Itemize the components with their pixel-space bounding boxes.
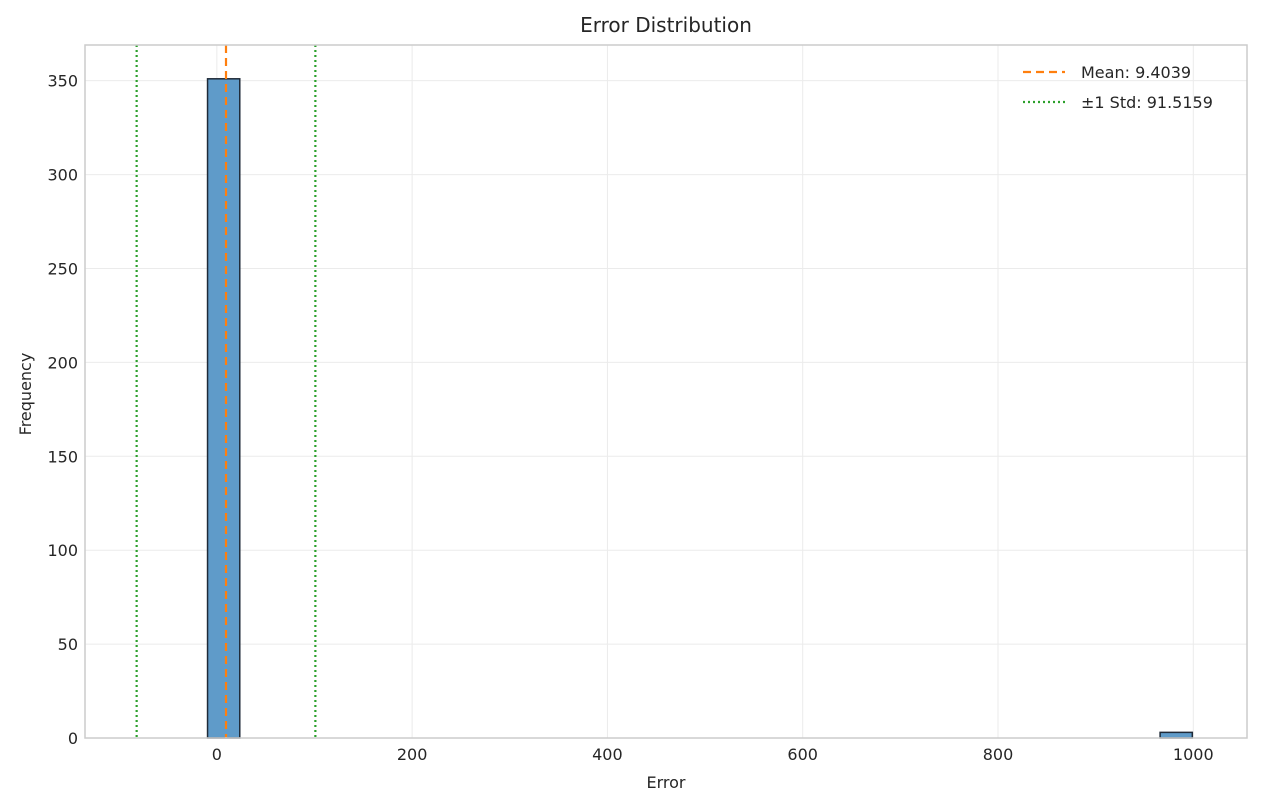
legend: Mean: 9.4039 ±1 Std: 91.5159 (1023, 63, 1213, 112)
x-tick-label: 200 (397, 745, 428, 764)
x-tick-label: 600 (787, 745, 818, 764)
x-tick-label: 0 (212, 745, 222, 764)
legend-label: Mean: 9.4039 (1081, 63, 1191, 82)
x-tick-label: 400 (592, 745, 623, 764)
y-tick-label: 100 (47, 541, 78, 560)
y-axis-title: Frequency (16, 353, 35, 436)
histogram-bars (206, 78, 1194, 739)
y-tick-label: 350 (47, 72, 78, 91)
x-axis-title: Error (647, 773, 686, 792)
y-tick-label: 200 (47, 353, 78, 372)
x-tick-label: 800 (983, 745, 1014, 764)
legend-label: ±1 Std: 91.5159 (1081, 93, 1213, 112)
histogram-bar (206, 78, 241, 739)
axes-frame (84, 44, 1248, 739)
grid-lines (85, 45, 1247, 739)
y-tick-label: 150 (47, 447, 78, 466)
histogram-bar (1159, 731, 1194, 739)
y-tick-label: 0 (68, 729, 78, 748)
x-tick-label: 1000 (1173, 745, 1214, 764)
tick-labels: 0 200 400 600 800 1000 0 50 100 150 200 250 300 350 (47, 72, 1213, 764)
chart-title: Error Distribution (580, 13, 752, 37)
y-tick-label: 250 (47, 259, 78, 278)
reference-lines (135, 45, 317, 738)
y-tick-label: 300 (47, 166, 78, 185)
y-tick-label: 50 (58, 635, 78, 654)
